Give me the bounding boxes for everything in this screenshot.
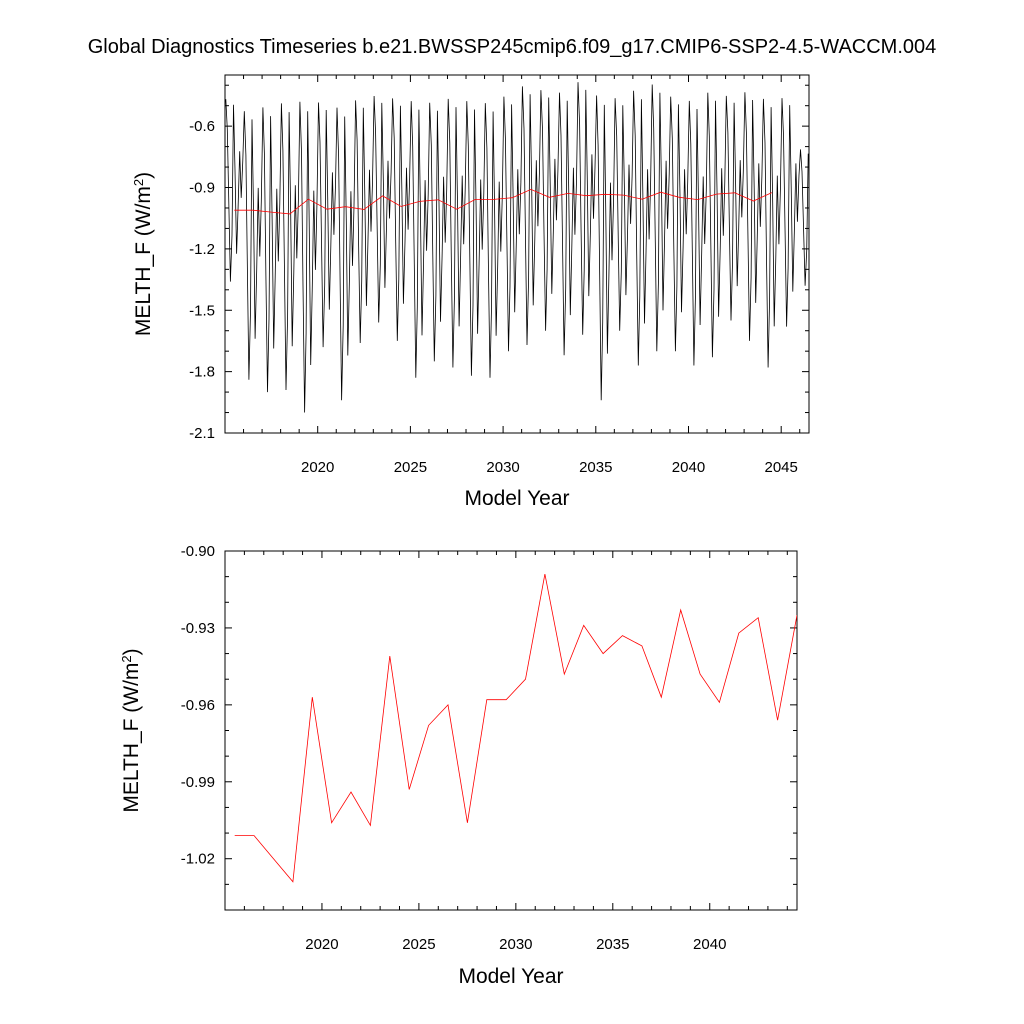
x-tick-label: 2035 xyxy=(579,459,612,476)
y-tick-label: -1.8 xyxy=(189,364,215,381)
x-tick-label: 2025 xyxy=(394,459,427,476)
top-timeseries-plot: 2020 2025 2030 2035 2040 2045 -0.6 -0.9 -1.2 -1.5… xyxy=(131,74,810,510)
plot-frame xyxy=(224,74,810,434)
y-tick-label: -0.99 xyxy=(181,774,215,791)
x-tick-label: 2025 xyxy=(402,936,435,953)
y-tick-label: -0.6 xyxy=(189,118,215,135)
x-axis-label: Model Year xyxy=(458,965,563,988)
y-tick-label: -1.02 xyxy=(181,851,215,868)
y-axis-label: MELTH_F (W/m2) xyxy=(131,172,156,336)
x-tick-label: 2020 xyxy=(301,459,334,476)
y-tick-label: -1.5 xyxy=(189,302,215,319)
y-tick-label: -0.93 xyxy=(181,620,215,637)
chart-title: Global Diagnostics Timeseries b.e21.BWSS… xyxy=(87,36,937,58)
x-tick-label: 2020 xyxy=(305,936,338,953)
annual-mean-line xyxy=(234,574,797,883)
x-tick-label: 2040 xyxy=(672,459,705,476)
plot-frame xyxy=(224,550,798,911)
x-axis-label: Model Year xyxy=(464,487,569,510)
x-tick-label: 2045 xyxy=(765,459,798,476)
monthly-series-line xyxy=(225,82,809,413)
y-tick-label: -0.9 xyxy=(189,180,215,197)
y-axis-label: MELTH_F (W/m2) xyxy=(119,648,144,812)
x-tick-label: 2035 xyxy=(596,936,629,953)
x-tick-label: 2040 xyxy=(693,936,726,953)
y-tick-label: -2.1 xyxy=(189,425,215,442)
y-tick-label: -0.90 xyxy=(181,543,215,560)
y-tick-label: -1.2 xyxy=(189,241,215,258)
y-tick-label: -0.96 xyxy=(181,697,215,714)
bottom-annual-mean-plot: 2020 2025 2030 2035 2040 -0.90 -0.93 -0.96 -0.99… xyxy=(119,543,798,988)
annual-mean-line xyxy=(234,188,773,215)
x-tick-label: 2030 xyxy=(499,936,532,953)
x-tick-label: 2030 xyxy=(486,459,519,476)
